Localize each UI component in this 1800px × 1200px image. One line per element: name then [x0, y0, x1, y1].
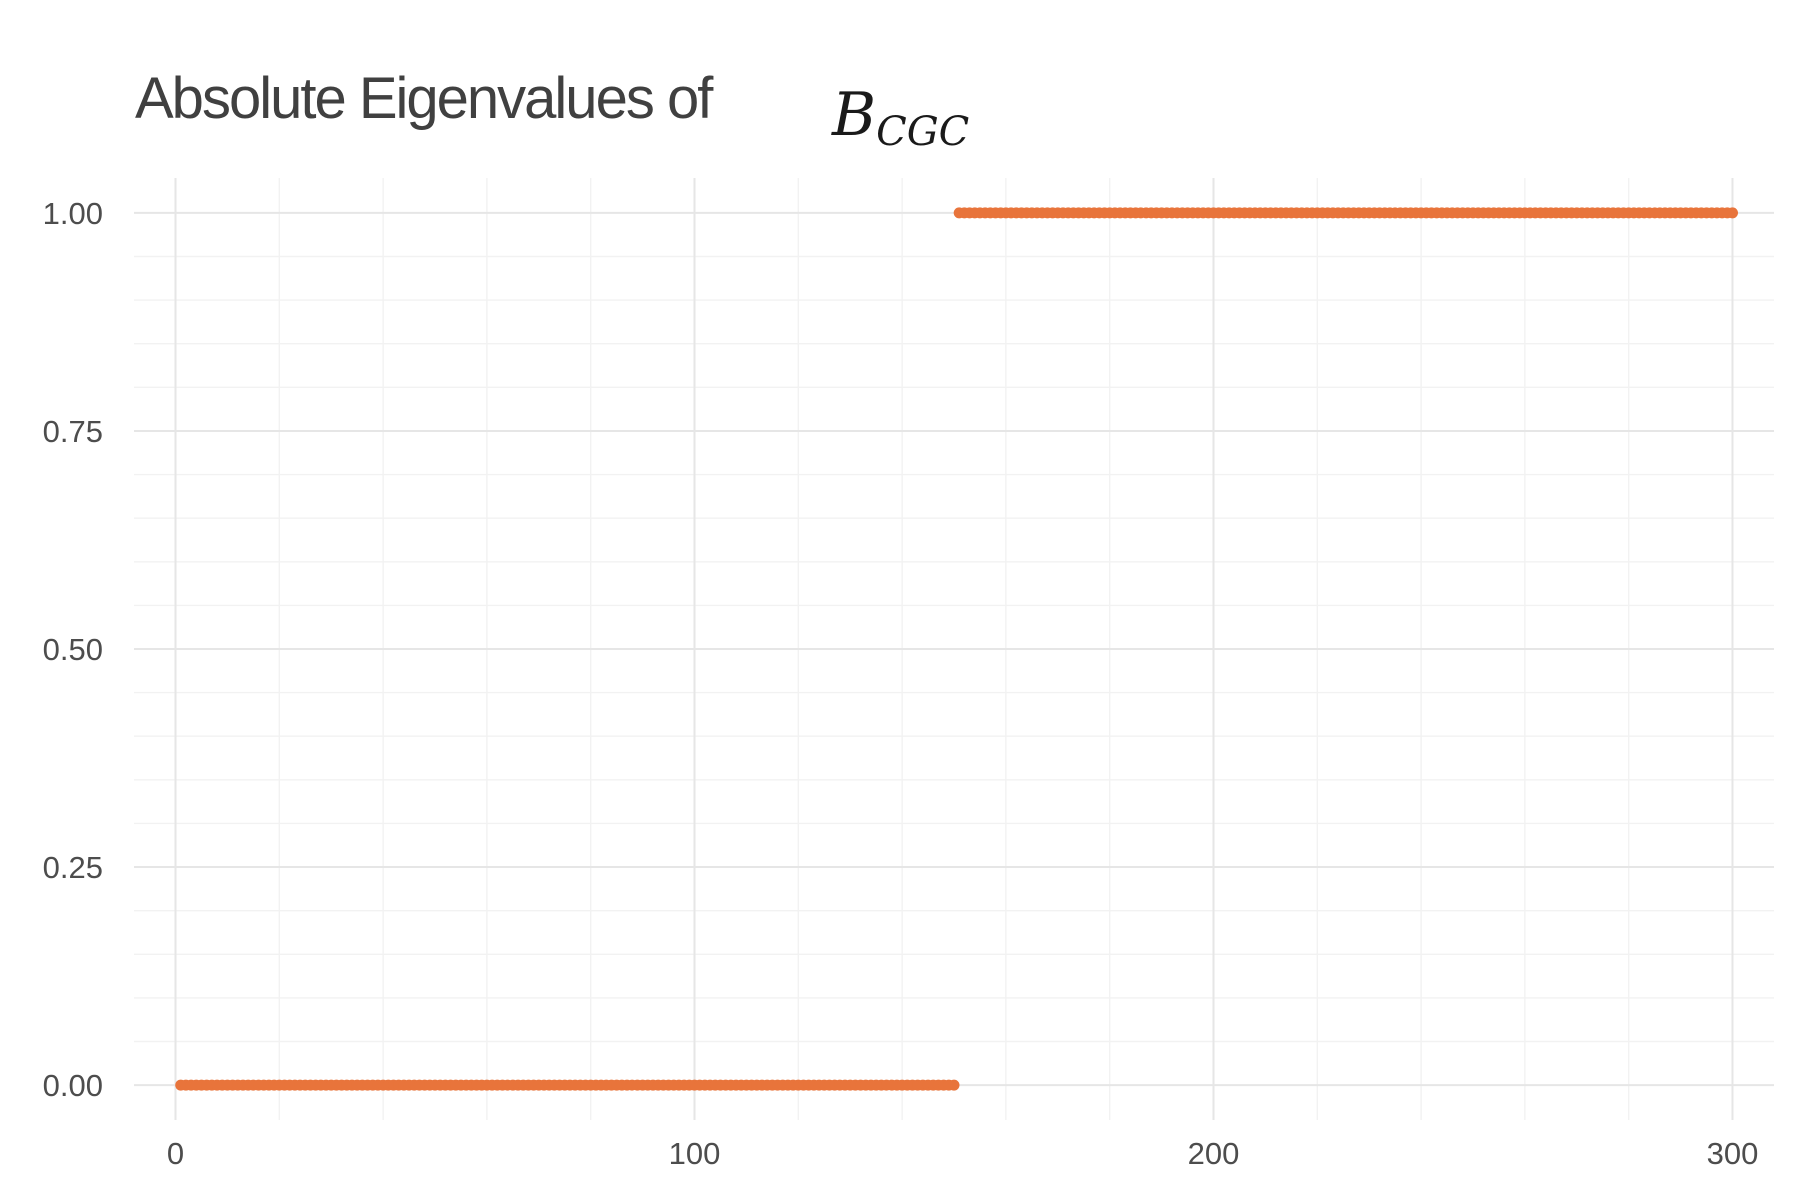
data-point: [948, 1079, 960, 1091]
title-math: BCGC: [831, 80, 969, 155]
y-tick-label: 0.00: [43, 1068, 103, 1103]
data-point: [1726, 207, 1738, 219]
y-tick-label: 0.75: [43, 414, 103, 449]
x-tick-label: 300: [1707, 1136, 1759, 1171]
y-tick-label: 1.00: [43, 196, 103, 231]
grid: [134, 178, 1774, 1120]
title-text: Absolute Eigenvalues of: [135, 66, 714, 131]
x-tick-label: 200: [1188, 1136, 1240, 1171]
data-points: [175, 207, 1738, 1091]
x-tick-label: 0: [167, 1136, 184, 1171]
title-math-subscript: CGC: [876, 109, 969, 155]
chart-title: Absolute Eigenvalues of BCGC: [135, 66, 969, 155]
y-tick-label: 0.50: [43, 632, 103, 667]
y-tick-label: 0.25: [43, 850, 103, 885]
tick-labels: 0 100 200 300 0.00 0.25 0.50 0.75 1.00: [43, 196, 1759, 1171]
x-tick-label: 100: [669, 1136, 721, 1171]
title-math-base: B: [831, 80, 876, 150]
